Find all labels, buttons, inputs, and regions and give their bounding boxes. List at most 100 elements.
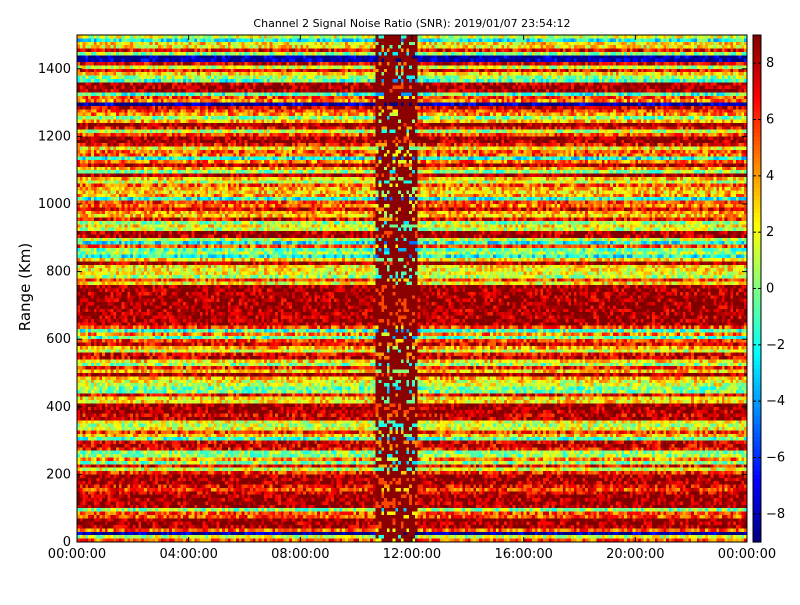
x-tick-label: 08:00:00 xyxy=(271,547,329,562)
colorbar-segment xyxy=(753,423,761,429)
colorbar-segment xyxy=(753,351,761,357)
colorbar-segment xyxy=(753,182,761,188)
colorbar-segment xyxy=(753,377,761,383)
colorbar-segment xyxy=(753,157,761,163)
colorbar-segment xyxy=(753,482,761,488)
x-tick-label: 00:00:00 xyxy=(718,547,776,562)
colorbar-segment xyxy=(753,495,761,501)
colorbar-segment xyxy=(753,60,761,66)
colorbar-segment xyxy=(753,487,761,492)
colorbar-segment xyxy=(753,457,761,463)
colorbar-segment xyxy=(753,503,761,509)
colorbar-segment xyxy=(753,474,761,480)
colorbar-segment xyxy=(753,127,761,133)
colorbar-segment xyxy=(753,43,761,49)
colorbar-segment xyxy=(753,406,761,412)
colorbar-segment xyxy=(753,398,761,404)
colorbar-segment xyxy=(753,419,761,425)
colorbar-segment xyxy=(753,229,761,235)
colorbar-segment xyxy=(753,385,761,391)
colorbar-segment xyxy=(753,208,761,214)
colorbar-segment xyxy=(753,440,761,446)
colorbar-segment xyxy=(753,267,761,273)
colorbar-segment xyxy=(753,360,761,366)
heatmap-plot-area xyxy=(77,35,747,542)
colorbar-segment xyxy=(753,533,761,539)
colorbar-segment xyxy=(753,322,761,328)
colorbar-segment xyxy=(753,119,761,125)
heatmap-image xyxy=(77,35,747,542)
chart-title: Channel 2 Signal Noise Ratio (SNR): 2019… xyxy=(253,17,570,30)
colorbar-segment xyxy=(753,195,761,201)
colorbar-segment xyxy=(753,301,761,306)
colorbar-segment xyxy=(753,499,761,505)
colorbar-tick-label: −8 xyxy=(766,507,785,522)
colorbar-segment xyxy=(753,537,761,543)
x-tick-label: 12:00:00 xyxy=(383,547,441,562)
colorbar-segment xyxy=(753,508,761,514)
colorbar-segment xyxy=(753,237,761,243)
colorbar-segment xyxy=(753,204,761,209)
colorbar-segment xyxy=(753,394,761,399)
colorbar-tick-label: 2 xyxy=(766,225,774,240)
colorbar-segment xyxy=(753,453,761,459)
y-tick-label: 400 xyxy=(46,400,71,415)
colorbar-segment xyxy=(753,178,761,184)
colorbar: −8 −6 −4 −2 0 2 4 6 8 xyxy=(752,34,785,543)
y-tick-label: 200 xyxy=(46,467,71,482)
x-tick-label: 16:00:00 xyxy=(494,547,552,562)
colorbar-segment xyxy=(753,364,761,370)
colorbar-segment xyxy=(753,132,761,137)
y-tick-label: 1000 xyxy=(38,197,71,212)
colorbar-segment xyxy=(753,102,761,108)
colorbar-segment xyxy=(753,470,761,475)
colorbar-segment xyxy=(753,220,761,226)
colorbar-segment xyxy=(753,326,761,332)
colorbar-segment xyxy=(753,313,761,319)
colorbar-segment xyxy=(753,263,761,268)
colorbar-segment xyxy=(753,191,761,197)
colorbar-segment xyxy=(753,81,761,87)
colorbar-segment xyxy=(753,411,761,416)
colorbar-segment xyxy=(753,284,761,290)
colorbar-segment xyxy=(753,140,761,146)
colorbar-segment xyxy=(753,280,761,285)
colorbar-segment xyxy=(753,465,761,471)
colorbar-segment xyxy=(753,305,761,311)
colorbar-segment xyxy=(753,478,761,484)
colorbar-tick-label: −2 xyxy=(766,338,785,353)
colorbar-segment xyxy=(753,115,761,121)
y-axis-label: Range (Km) xyxy=(16,243,34,331)
y-axis: 0 200 400 600 800 1000 1200 1400 xyxy=(38,62,747,550)
colorbar-segment xyxy=(753,258,761,264)
x-axis: 00:00:00 04:00:00 08:00:00 12:00:00 16:00:00… xyxy=(48,35,776,562)
colorbar-segment xyxy=(753,415,761,421)
colorbar-segment xyxy=(753,491,761,497)
colorbar-segment xyxy=(753,68,761,74)
colorbar-segment xyxy=(753,368,761,374)
colorbar-segment xyxy=(753,520,761,526)
colorbar-segment xyxy=(753,461,761,467)
colorbar-segment xyxy=(753,136,761,142)
colorbar-segment xyxy=(753,111,761,116)
colorbar-segment xyxy=(753,144,761,150)
colorbar-segment xyxy=(753,296,761,302)
colorbar-segment xyxy=(753,225,761,230)
y-tick-label: 1200 xyxy=(38,129,71,144)
colorbar-segment xyxy=(753,47,761,53)
colorbar-segment xyxy=(753,330,761,336)
colorbar-segment xyxy=(753,512,761,518)
colorbar-segment xyxy=(753,94,761,99)
colorbar-segment xyxy=(753,288,761,294)
colorbar-segment xyxy=(753,309,761,315)
colorbar-segment xyxy=(753,56,761,61)
colorbar-segment xyxy=(753,292,761,298)
colorbar-segment xyxy=(753,77,761,83)
colorbar-segment xyxy=(753,242,761,247)
colorbar-segment xyxy=(753,334,761,340)
colorbar-segment xyxy=(753,216,761,222)
colorbar-segment xyxy=(753,339,761,345)
y-tick-label: 600 xyxy=(46,332,71,347)
colorbar-segment xyxy=(753,199,761,205)
